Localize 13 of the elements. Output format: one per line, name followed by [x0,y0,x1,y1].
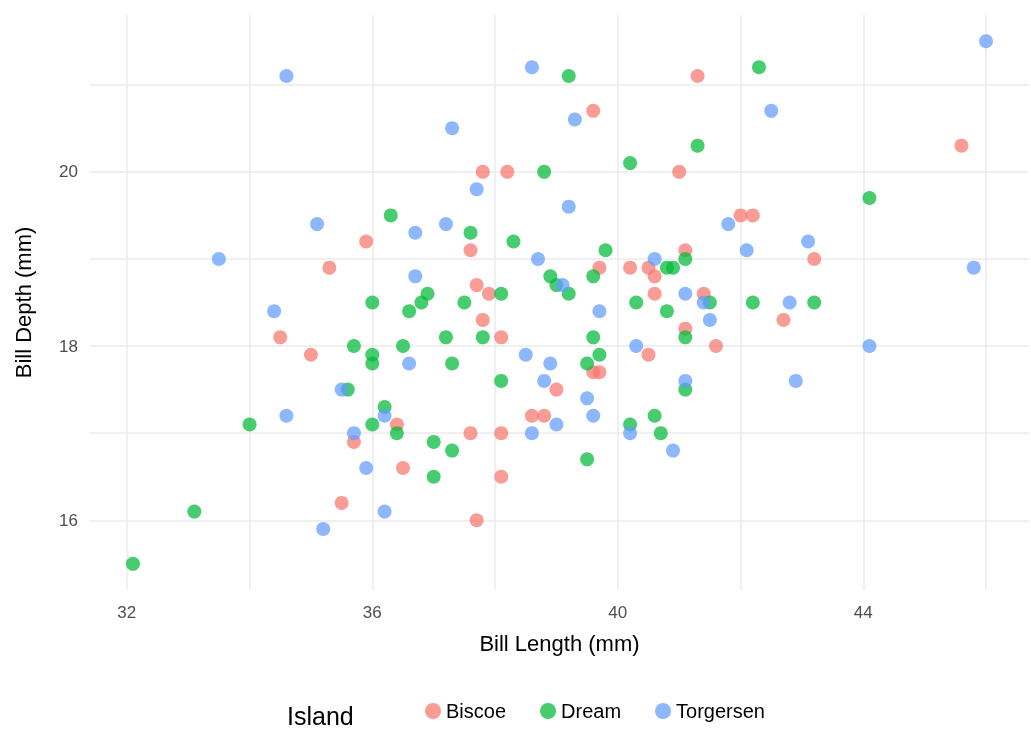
y-tick-label: 16 [59,510,78,530]
y-tick-label: 18 [59,336,78,356]
legend-title: Island [287,701,354,730]
x-tick-label: 36 [362,603,382,622]
x-tick-label: 44 [853,603,873,622]
x-tick-label: 40 [608,603,628,622]
legend-label: Torgersen [676,700,765,722]
legend-label: Biscoe [446,700,507,722]
x-tick-label: 32 [117,603,137,622]
y-axis-title: Bill Depth (mm) [10,226,36,379]
y-tick-label: 20 [59,162,78,182]
x-axis-title: Bill Length (mm) [479,630,640,656]
legend-label: Dream [561,700,622,722]
